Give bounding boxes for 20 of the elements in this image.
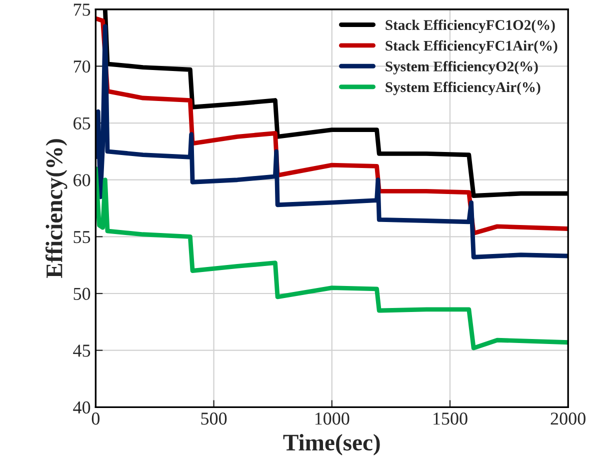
y-tick-label: 60 [74, 174, 90, 186]
x-tick-label: 2000 [550, 412, 586, 425]
y-axis-title: Efficiency(%) [45, 139, 68, 278]
y-tick-label: 65 [74, 117, 90, 130]
legend-label: System EfficiencyAir(%) [386, 82, 540, 96]
y-tick-label: 45 [73, 344, 90, 357]
line-series [96, 166, 568, 350]
x-tick-label: 0 [92, 412, 100, 425]
x-tick-label: 500 [201, 412, 227, 425]
x-tick-label: 1500 [434, 412, 468, 425]
y-tick-label: 40 [73, 401, 90, 414]
legend-label: Stack EfficiencyFC1O2(%) [386, 20, 555, 33]
y-tick-label: 70 [74, 60, 90, 73]
x-tick-label: 1000 [315, 412, 350, 425]
legend-label: Stack EfficiencyFC1Air(%) [386, 40, 558, 54]
legend-label: System EfficiencyO2(%) [386, 60, 538, 74]
y-tick-label: 75 [74, 4, 90, 16]
y-tick-label: 55 [74, 231, 90, 244]
y-tick-label: 50 [74, 288, 90, 300]
x-axis-title: Time(sec) [283, 434, 380, 456]
